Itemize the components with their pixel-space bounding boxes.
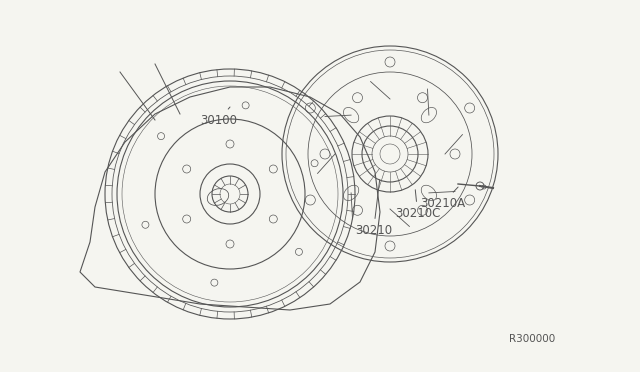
Text: 30100: 30100 — [200, 107, 237, 127]
Text: 30210A: 30210A — [420, 187, 465, 210]
Text: 30210: 30210 — [355, 180, 392, 237]
Text: 30210C: 30210C — [395, 190, 440, 220]
Text: R300000: R300000 — [509, 334, 555, 344]
